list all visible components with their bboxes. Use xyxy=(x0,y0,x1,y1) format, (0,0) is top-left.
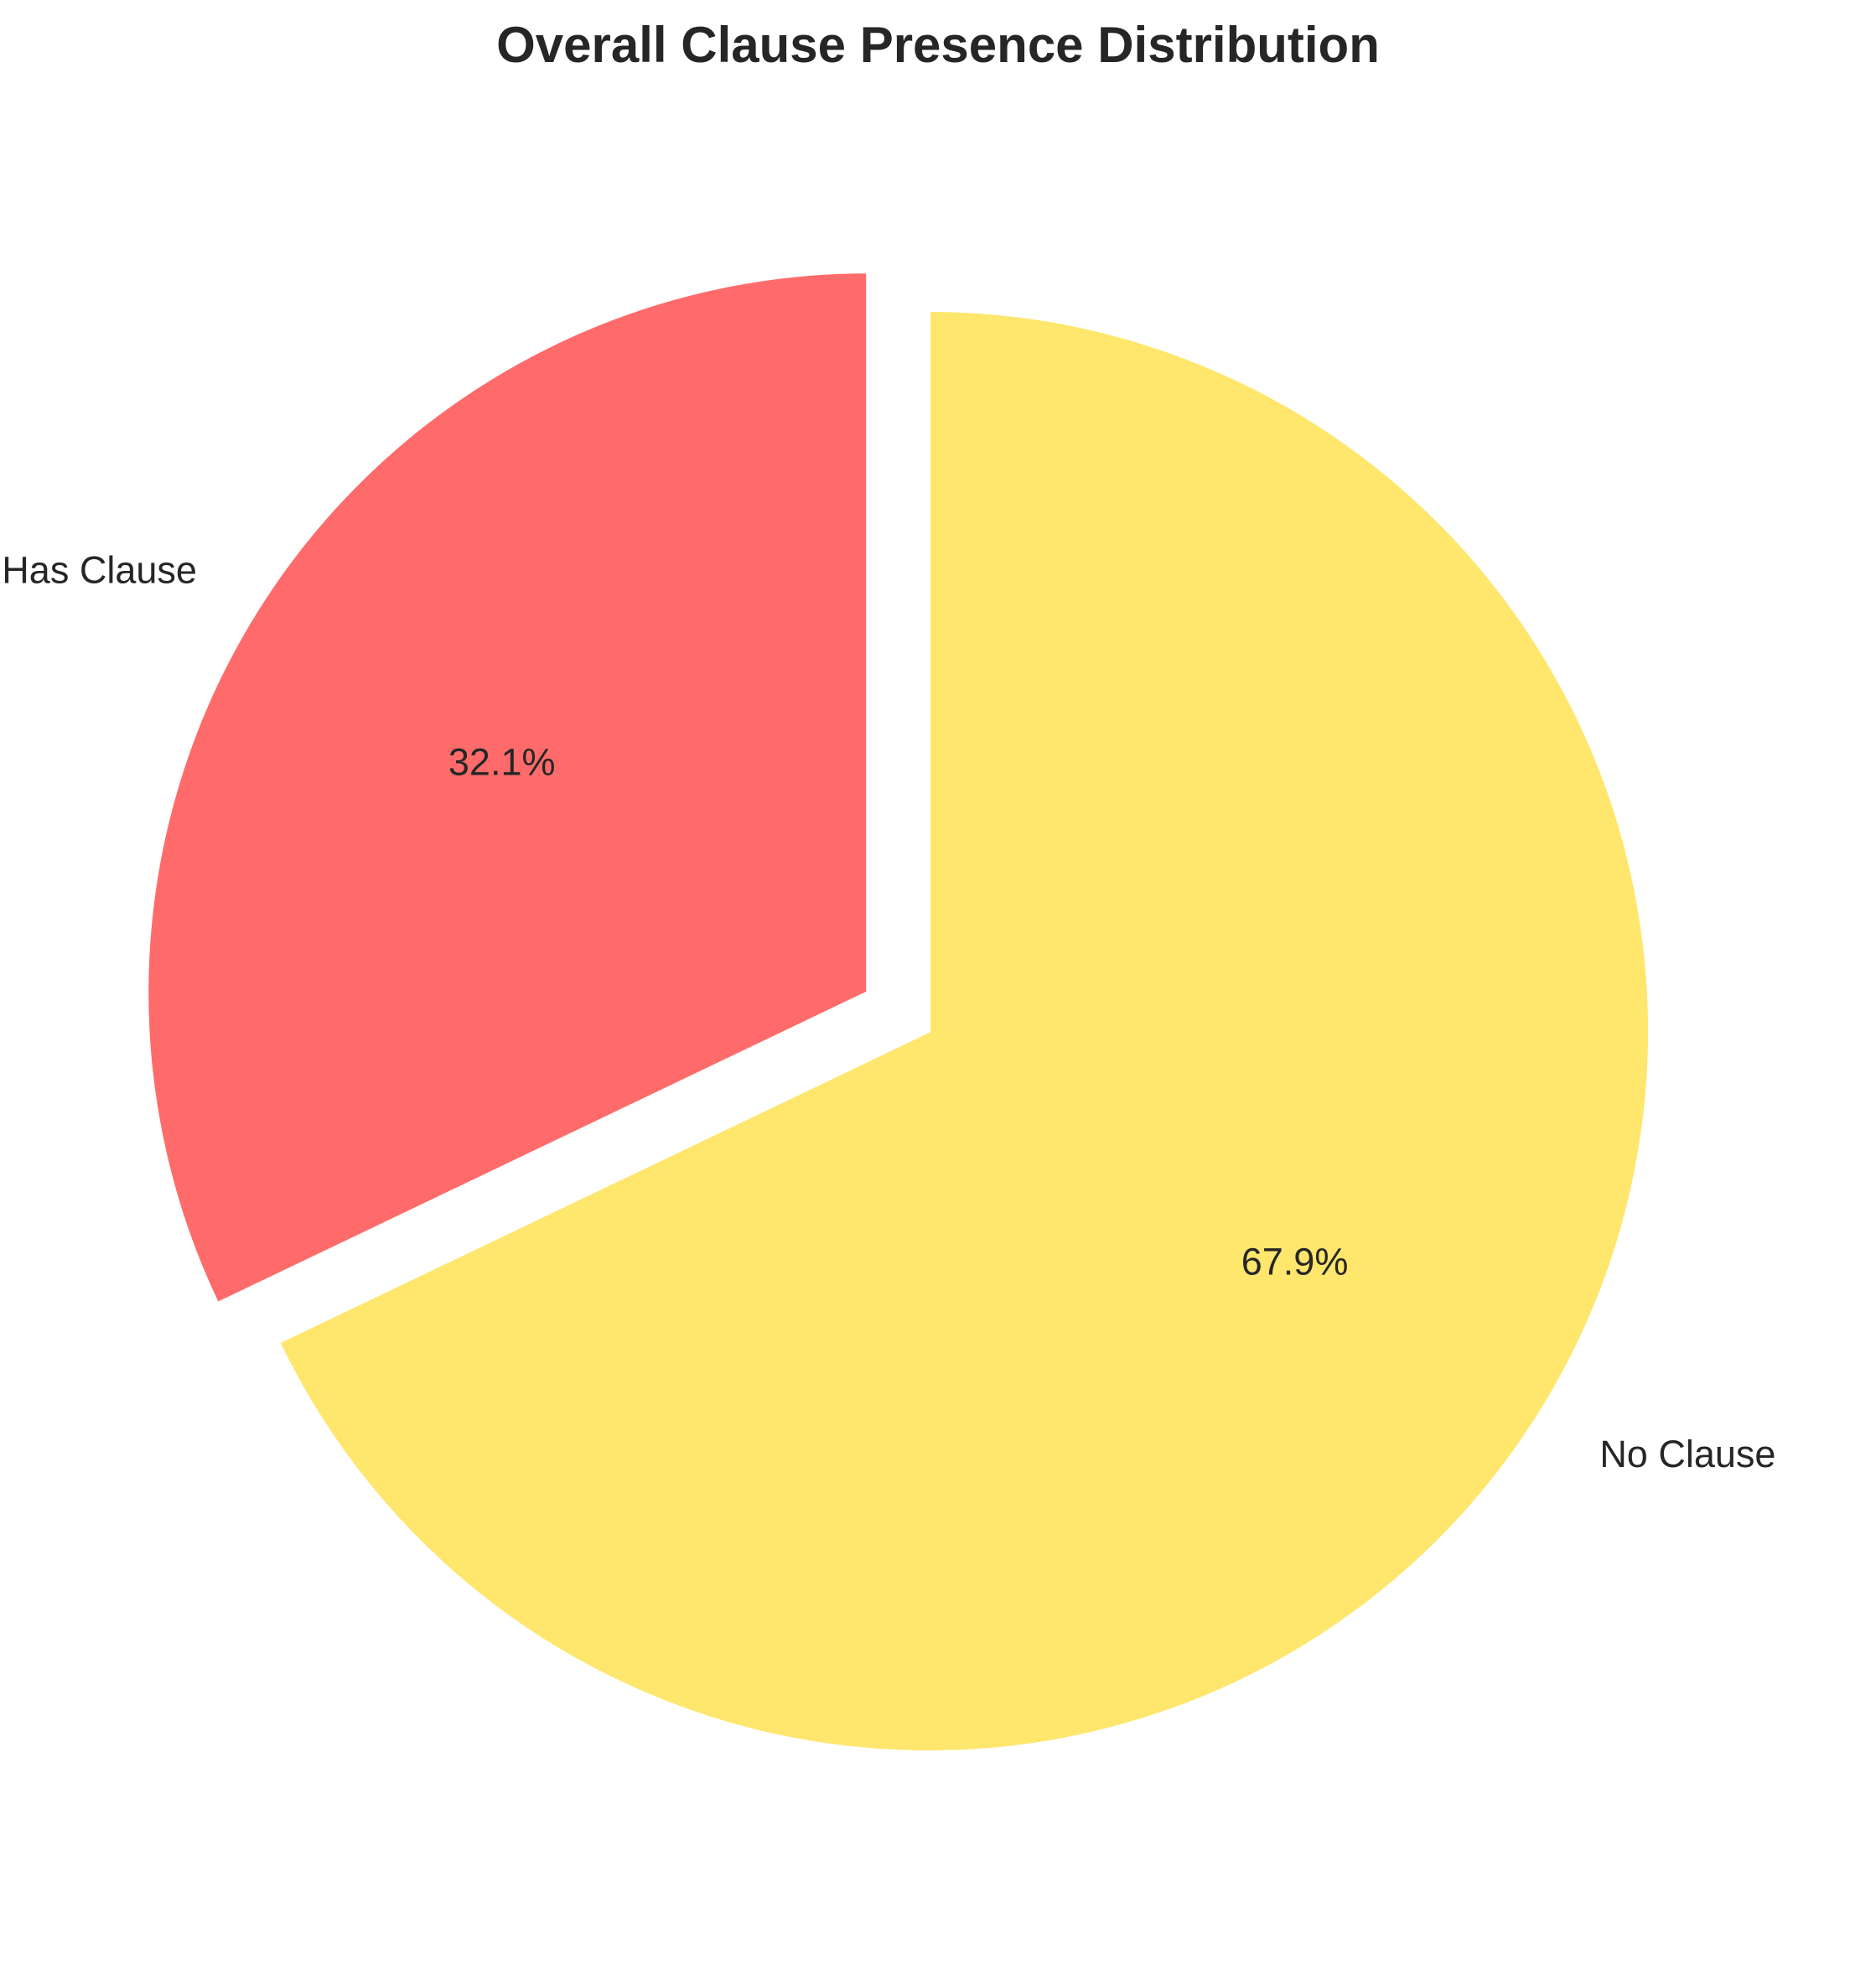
pct-label-no-clause: 67.9% xyxy=(1241,1241,1349,1283)
pie-slices xyxy=(145,270,1651,1754)
chart-title: Overall Clause Presence Distribution xyxy=(496,17,1380,73)
pie-slice-no-clause xyxy=(277,308,1651,1754)
pct-label-has-clause: 32.1% xyxy=(448,741,556,784)
pie-slice-has-clause xyxy=(145,270,870,1306)
slice-label-no-clause: No Clause xyxy=(1599,1433,1775,1475)
pie-labels: Has Clause 32.1% No Clause 67.9% xyxy=(2,548,1775,1475)
slice-label-has-clause: Has Clause xyxy=(2,548,197,591)
